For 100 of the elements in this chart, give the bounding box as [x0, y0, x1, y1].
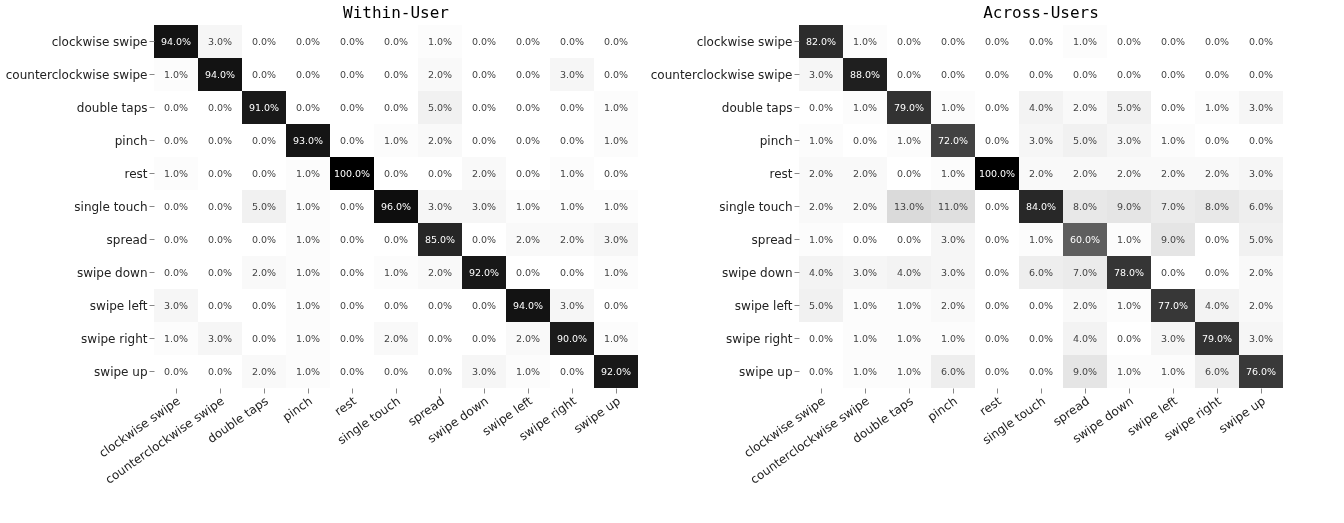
data-label: 0.0% — [207, 365, 233, 377]
data-label: 1.0% — [808, 233, 834, 245]
data-label: 0.0% — [383, 233, 409, 245]
data-label: 0.0% — [984, 200, 1010, 212]
data-label: 2.0% — [940, 299, 966, 311]
data-label: 1.0% — [603, 101, 629, 113]
data-label: 0.0% — [1028, 365, 1054, 377]
data-label: 0.0% — [471, 332, 497, 344]
data-label: 1.0% — [808, 134, 834, 146]
data-label: 94.0% — [204, 68, 236, 80]
data-label: 1.0% — [603, 266, 629, 278]
data-label: 0.0% — [471, 299, 497, 311]
data-label: 1.0% — [603, 200, 629, 212]
data-label: 0.0% — [427, 299, 453, 311]
data-label: 6.0% — [1248, 200, 1274, 212]
y-tick-label: single touch — [719, 199, 793, 214]
y-tick-label: clockwise swipe — [696, 34, 793, 49]
data-label: 0.0% — [339, 365, 365, 377]
data-label: 1.0% — [295, 200, 321, 212]
data-label: 88.0% — [849, 68, 881, 80]
data-label: 2.0% — [251, 365, 277, 377]
data-label: 2.0% — [1204, 167, 1230, 179]
data-label: 90.0% — [556, 332, 588, 344]
data-label: 0.0% — [896, 233, 922, 245]
data-label: 0.0% — [339, 233, 365, 245]
data-label: 0.0% — [603, 167, 629, 179]
data-label: 93.0% — [292, 134, 324, 146]
data-label: 3.0% — [1248, 101, 1274, 113]
data-label: 6.0% — [1204, 365, 1230, 377]
data-label: 3.0% — [1160, 332, 1186, 344]
data-label: 78.0% — [1113, 266, 1145, 278]
data-label: 0.0% — [1160, 35, 1186, 47]
data-label: 1.0% — [383, 134, 409, 146]
y-tick-label: swipe left — [734, 298, 793, 313]
data-label: 0.0% — [295, 68, 321, 80]
data-label: 9.0% — [1072, 365, 1098, 377]
data-label: 2.0% — [1072, 167, 1098, 179]
data-label: 2.0% — [808, 200, 834, 212]
y-tick-label: swipe right — [726, 331, 793, 346]
data-label: 1.0% — [852, 101, 878, 113]
data-label: 0.0% — [251, 233, 277, 245]
data-label: 91.0% — [248, 101, 280, 113]
data-label: 1.0% — [1116, 233, 1142, 245]
data-label: 0.0% — [1028, 332, 1054, 344]
data-label: 4.0% — [808, 266, 834, 278]
y-tick-label: swipe left — [89, 298, 148, 313]
data-label: 0.0% — [940, 68, 966, 80]
data-label: 0.0% — [339, 134, 365, 146]
data-label: 0.0% — [515, 35, 541, 47]
data-label: 0.0% — [339, 332, 365, 344]
data-label: 0.0% — [515, 68, 541, 80]
data-label: 0.0% — [251, 167, 277, 179]
data-label: 0.0% — [515, 101, 541, 113]
data-label: 1.0% — [559, 200, 585, 212]
data-label: 0.0% — [427, 365, 453, 377]
data-label: 0.0% — [1248, 35, 1274, 47]
y-tick-label: swipe right — [81, 331, 148, 346]
data-label: 1.0% — [163, 167, 189, 179]
data-label: 0.0% — [207, 200, 233, 212]
data-label: 0.0% — [603, 35, 629, 47]
data-label: 1.0% — [896, 365, 922, 377]
data-label: 79.0% — [1201, 332, 1233, 344]
data-label: 0.0% — [984, 68, 1010, 80]
data-label: 3.0% — [940, 266, 966, 278]
data-label: 0.0% — [984, 365, 1010, 377]
data-label: 2.0% — [559, 233, 585, 245]
data-label: 0.0% — [984, 233, 1010, 245]
data-label: 1.0% — [559, 167, 585, 179]
data-label: 3.0% — [471, 200, 497, 212]
y-tick-label: single touch — [74, 199, 148, 214]
data-label: 8.0% — [1204, 200, 1230, 212]
data-label: 0.0% — [339, 200, 365, 212]
data-label: 0.0% — [251, 332, 277, 344]
data-label: 100.0% — [978, 167, 1016, 179]
data-label: 0.0% — [984, 332, 1010, 344]
data-label: 5.0% — [427, 101, 453, 113]
data-label: 60.0% — [1069, 233, 1101, 245]
data-label: 2.0% — [383, 332, 409, 344]
data-label: 1.0% — [896, 299, 922, 311]
data-label: 2.0% — [852, 167, 878, 179]
data-label: 2.0% — [471, 167, 497, 179]
x-tick-label: rest — [332, 393, 360, 419]
data-label: 0.0% — [1028, 68, 1054, 80]
data-label: 3.0% — [559, 68, 585, 80]
data-label: 0.0% — [207, 266, 233, 278]
data-label: 0.0% — [427, 332, 453, 344]
data-label: 94.0% — [512, 299, 544, 311]
data-label: 0.0% — [984, 266, 1010, 278]
data-label: 3.0% — [559, 299, 585, 311]
data-label: 4.0% — [1204, 299, 1230, 311]
data-label: 5.0% — [1072, 134, 1098, 146]
data-label: 0.0% — [251, 134, 277, 146]
data-label: 0.0% — [984, 35, 1010, 47]
data-label: 0.0% — [339, 68, 365, 80]
data-label: 0.0% — [808, 101, 834, 113]
data-label: 0.0% — [295, 35, 321, 47]
data-label: 1.0% — [295, 167, 321, 179]
y-tick-label: double taps — [76, 100, 148, 115]
data-label: 0.0% — [339, 299, 365, 311]
data-label: 0.0% — [1204, 35, 1230, 47]
